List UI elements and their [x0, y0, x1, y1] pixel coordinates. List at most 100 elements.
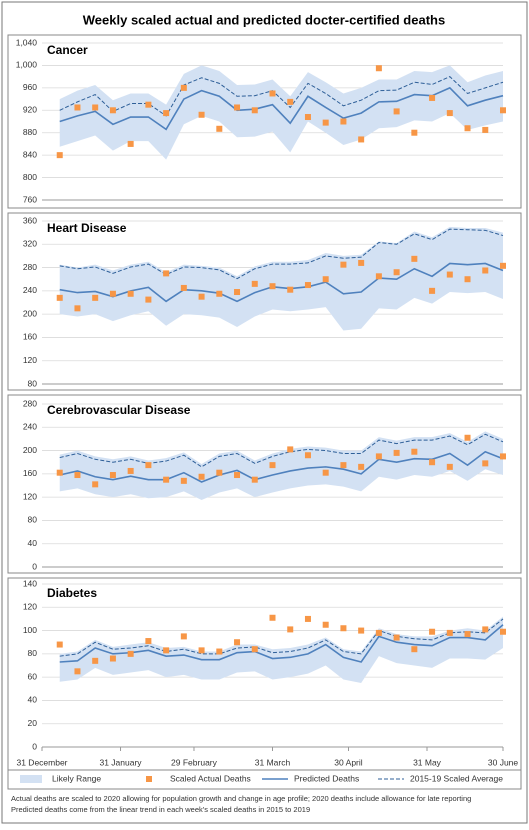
- y-tick-label: 360: [23, 215, 37, 225]
- y-tick-label: 60: [28, 671, 38, 681]
- y-tick-label: 120: [23, 355, 37, 365]
- panel-title: Diabetes: [47, 586, 97, 600]
- y-tick-label: 960: [23, 82, 37, 92]
- actual-point: [446, 110, 453, 117]
- actual-point: [287, 98, 294, 105]
- actual-point: [109, 655, 116, 662]
- actual-point: [74, 472, 81, 479]
- footnote: Actual deaths are scaled to 2020 allowin…: [11, 794, 471, 803]
- y-tick-label: 320: [23, 239, 37, 249]
- actual-point: [429, 628, 436, 635]
- predicted-line: [59, 262, 504, 303]
- actual-point: [234, 472, 241, 479]
- likely-range-band: [59, 65, 503, 160]
- actual-point: [482, 460, 489, 467]
- y-tick-label: 200: [23, 445, 37, 455]
- actual-point: [358, 627, 365, 634]
- panel-title: Heart Disease: [47, 221, 127, 235]
- actual-point: [322, 276, 329, 283]
- actual-point: [287, 286, 294, 293]
- footnote: Predicted deaths come from the linear tr…: [11, 805, 310, 814]
- actual-point: [198, 473, 205, 480]
- y-tick-label: 20: [28, 718, 38, 728]
- actual-point: [375, 273, 382, 280]
- y-tick-label: 0: [32, 561, 37, 571]
- actual-point: [251, 646, 258, 653]
- x-tick-label: 30 April: [334, 757, 362, 767]
- y-tick-label: 160: [23, 468, 37, 478]
- actual-point: [109, 107, 116, 114]
- actual-point: [180, 284, 187, 291]
- actual-point: [127, 290, 134, 297]
- x-tick-label: 29 February: [171, 757, 218, 767]
- actual-point: [109, 472, 116, 479]
- y-tick-label: 40: [28, 695, 38, 705]
- actual-point: [340, 261, 347, 268]
- average-line: [59, 618, 504, 657]
- y-tick-label: 140: [23, 578, 37, 588]
- x-tick-label: 31 January: [99, 757, 142, 767]
- y-tick-label: 280: [23, 398, 37, 408]
- actual-point: [464, 434, 471, 441]
- actual-point: [375, 629, 382, 636]
- actual-point: [393, 634, 400, 641]
- y-tick-label: 200: [23, 308, 37, 318]
- actual-point: [109, 290, 116, 297]
- actual-point: [482, 267, 489, 274]
- actual-point: [145, 296, 152, 303]
- actual-point: [216, 290, 223, 297]
- actual-point: [145, 638, 152, 645]
- average-line: [59, 76, 504, 117]
- actual-point: [56, 641, 63, 648]
- legend-label: Likely Range: [52, 773, 101, 783]
- actual-point: [304, 114, 311, 121]
- x-tick-label: 30 June: [488, 757, 519, 767]
- actual-point: [429, 459, 436, 466]
- legend-label: 2015-19 Scaled Average: [410, 773, 503, 783]
- actual-point: [500, 107, 506, 114]
- panel-frame: [7, 212, 522, 391]
- x-tick-label: 31 December: [16, 757, 67, 767]
- actual-point: [145, 101, 152, 108]
- actual-point: [163, 476, 170, 483]
- actual-point: [234, 289, 241, 296]
- actual-point: [411, 646, 418, 653]
- actual-point: [411, 448, 418, 455]
- actual-point: [446, 271, 453, 278]
- actual-point: [163, 110, 170, 117]
- actual-point: [180, 84, 187, 91]
- y-tick-label: 80: [28, 515, 38, 525]
- actual-point: [74, 104, 81, 111]
- actual-point: [304, 615, 311, 622]
- y-tick-label: 40: [28, 538, 38, 548]
- average-line: [59, 228, 504, 280]
- actual-point: [180, 477, 187, 484]
- actual-point: [304, 452, 311, 459]
- y-tick-label: 120: [23, 602, 37, 612]
- actual-point: [198, 647, 205, 654]
- actual-point: [322, 469, 329, 476]
- y-tick-label: 160: [23, 332, 37, 342]
- y-tick-label: 0: [32, 741, 37, 751]
- actual-point: [322, 119, 329, 126]
- likely-range-band: [59, 226, 503, 331]
- actual-point: [251, 280, 258, 287]
- actual-point: [464, 276, 471, 283]
- actual-point: [74, 668, 81, 675]
- actual-point: [482, 626, 489, 633]
- actual-point: [340, 462, 347, 469]
- actual-point: [180, 633, 187, 640]
- legend-swatch: [20, 775, 42, 783]
- actual-point: [393, 449, 400, 456]
- actual-point: [234, 104, 241, 111]
- actual-point: [500, 628, 506, 635]
- actual-point: [464, 631, 471, 638]
- actual-point: [322, 621, 329, 628]
- actual-point: [127, 140, 134, 147]
- predicted-line: [59, 450, 504, 483]
- actual-point: [145, 462, 152, 469]
- legend-swatch: [146, 776, 152, 782]
- actual-point: [411, 129, 418, 136]
- actual-point: [56, 469, 63, 476]
